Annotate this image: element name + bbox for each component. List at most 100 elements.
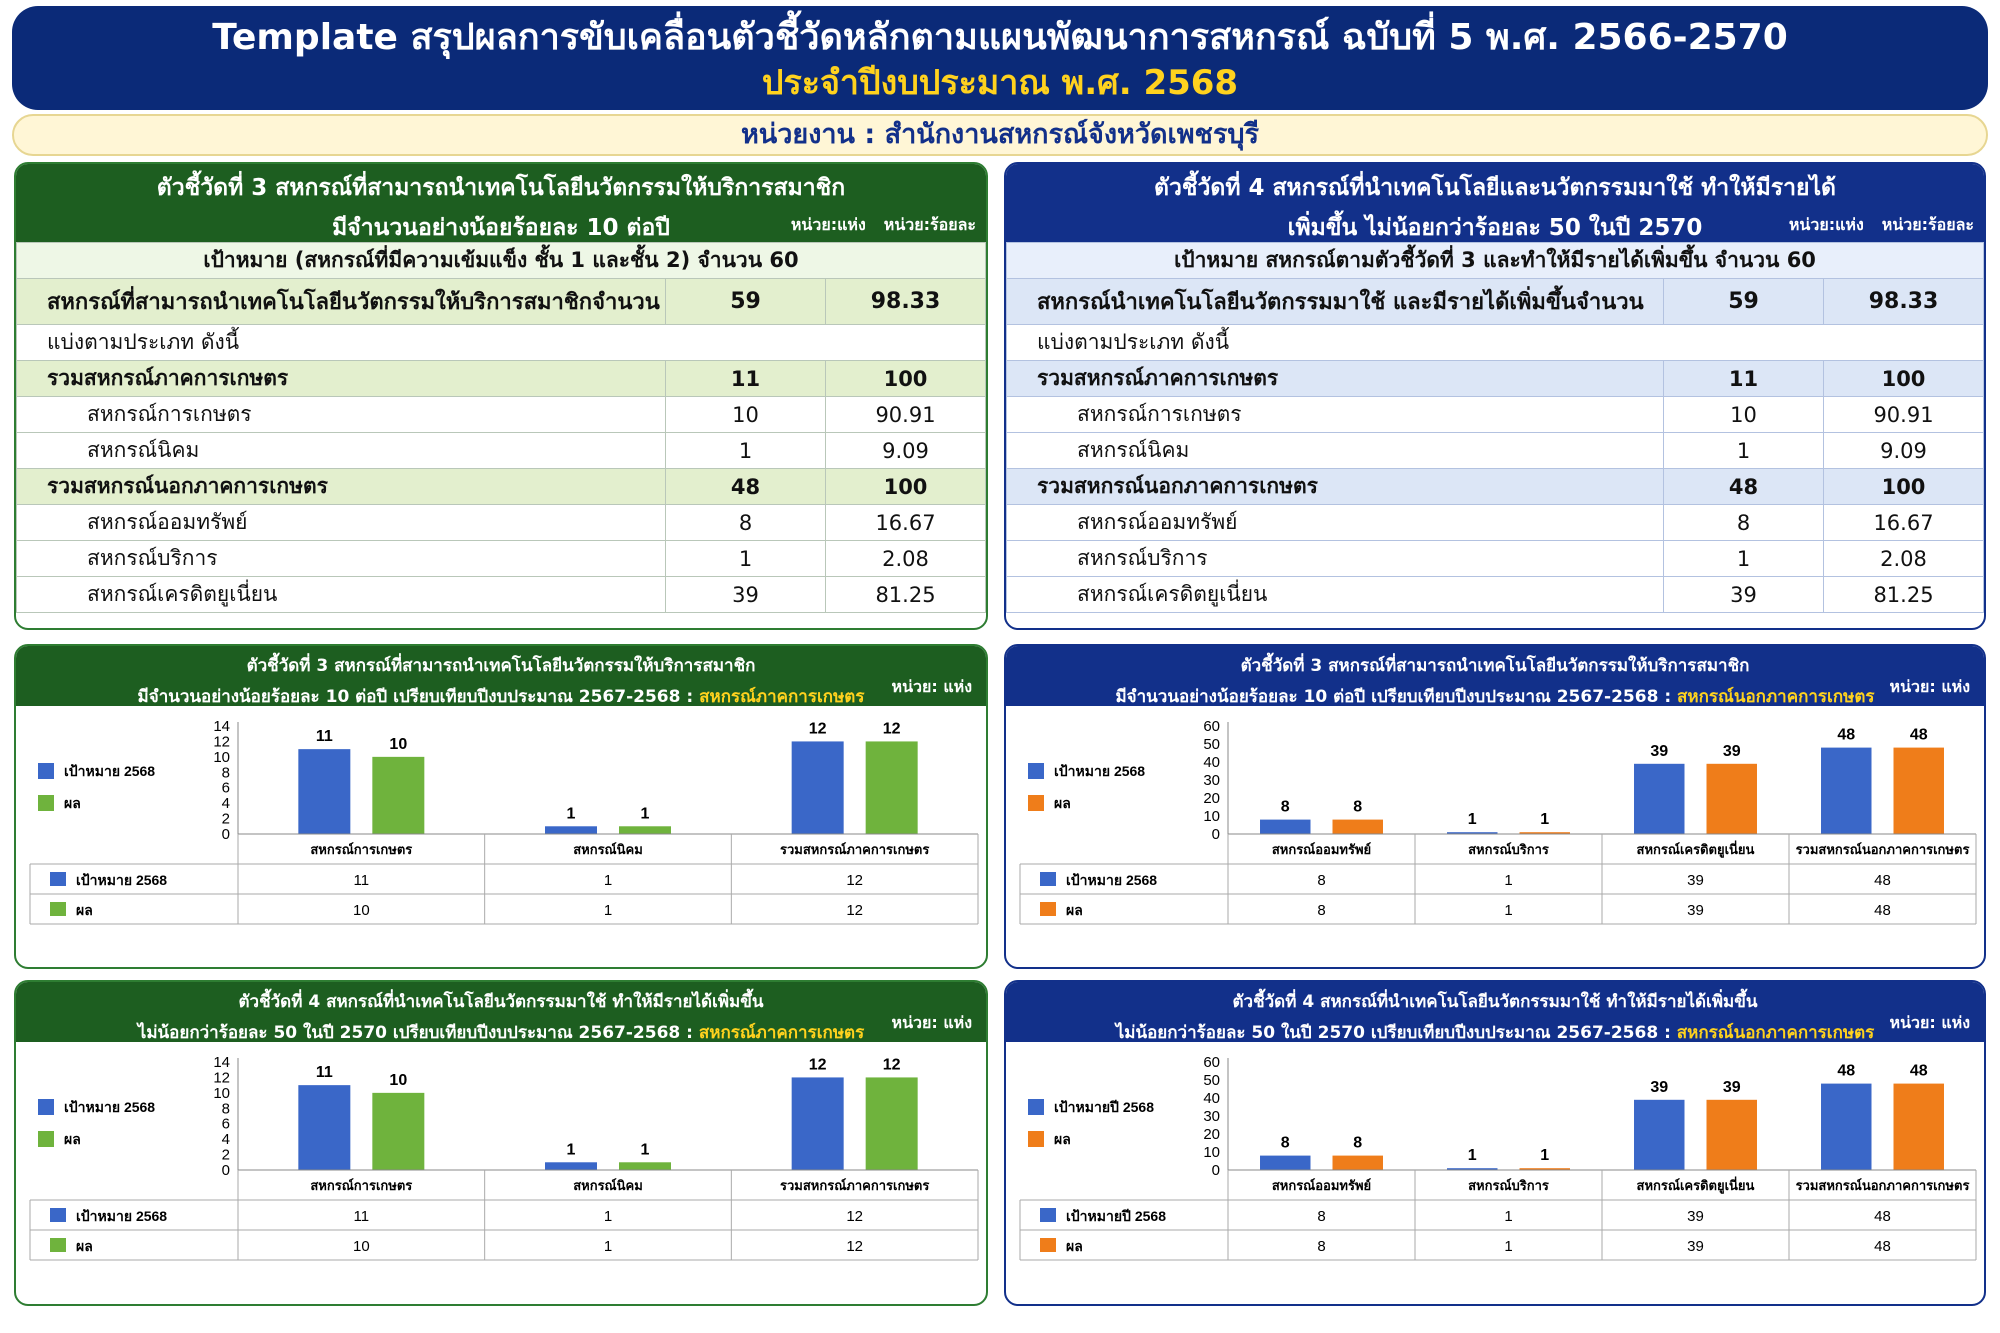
row-label: สหกรณ์นิคม: [1006, 432, 1664, 469]
legend-swatch: [50, 872, 66, 886]
bar: [791, 1077, 844, 1170]
kpi3-title-line1: ตัวชี้วัดที่ 3 สหกรณ์ที่สามารถนำเทคโนโลย…: [156, 175, 846, 201]
legend-swatch: [1028, 795, 1044, 811]
kpi3-unit-percent: หน่วย:ร้อยละ: [883, 215, 976, 234]
y-tick-label: 8: [222, 764, 230, 781]
kpi3-title-line2: มีจำนวนอย่างน้อยร้อยละ 10 ต่อปี: [332, 215, 670, 241]
chart-title-line2: มีจำนวนอย่างน้อยร้อยละ 10 ต่อปี เปรียบเท…: [1115, 687, 1678, 707]
x-tick-label: สหกรณ์บริการ: [1468, 842, 1549, 857]
row-label: สหกรณ์ออมทรัพย์: [16, 504, 666, 541]
row-label: รวมสหกรณ์นอกภาคการเกษตร: [1006, 468, 1664, 505]
chart-title-line1: ตัวชี้วัดที่ 3 สหกรณ์ที่สามารถนำเทคโนโลย…: [246, 656, 756, 676]
table-series-label: ผล: [76, 1238, 93, 1254]
kpi4-title-line2: เพิ่มขึ้น ไม่น้อยกว่าร้อยละ 50 ในปี 2570: [1287, 215, 1703, 241]
kpi4-main-percent: 98.33: [1823, 278, 1984, 325]
bar: [1260, 1155, 1311, 1170]
legend-swatch: [1040, 1238, 1056, 1252]
chart-title-line1: ตัวชี้วัดที่ 4 สหกรณ์ที่นำเทคโนโลยีนวัตก…: [1232, 992, 1758, 1012]
data-label: 11: [316, 728, 333, 745]
x-tick-label: สหกรณ์ออมทรัพย์: [1272, 842, 1371, 857]
bar: [1706, 1099, 1757, 1170]
data-label: 12: [883, 1056, 901, 1073]
chart-unit: หน่วย: แห่ง: [1889, 1013, 1970, 1032]
row-count: 10: [665, 396, 826, 433]
x-tick-label: สหกรณ์ออมทรัพย์: [1272, 1178, 1371, 1193]
y-tick-label: 0: [1212, 1162, 1220, 1179]
row-count: 1: [1663, 432, 1824, 469]
row-percent: 90.91: [1823, 396, 1984, 433]
row-count: 39: [1663, 576, 1824, 613]
table-series-label: เป้าหมายปี 2568: [1066, 1208, 1166, 1224]
data-label: 8: [1281, 1135, 1290, 1152]
data-label: 12: [809, 720, 827, 737]
y-tick-label: 60: [1203, 718, 1220, 735]
kpi4-table-panel: ตัวชี้วัดที่ 4 สหกรณ์ที่นำเทคโนโลยีและนว…: [1004, 162, 1986, 630]
chart-panel-kpi3-nonagri: ตัวชี้วัดที่ 3 สหกรณ์ที่สามารถนำเทคโนโลย…: [1004, 644, 1986, 969]
table-cell: 11: [354, 872, 370, 889]
table-series-label: ผล: [1066, 902, 1083, 918]
title-banner: Template สรุปผลการขับเคลื่อนตัวชี้วัดหลั…: [12, 6, 1988, 110]
legend-swatch: [1040, 902, 1056, 916]
chart-title-line2: ไม่น้อยกว่าร้อยละ 50 ในปี 2570 เปรียบเที…: [137, 1023, 699, 1043]
bar: [865, 741, 918, 834]
data-label: 12: [883, 720, 901, 737]
y-tick-label: 0: [1212, 826, 1220, 843]
row-label: สหกรณ์การเกษตร: [16, 396, 666, 433]
kpi4-table: เป้าหมาย สหกรณ์ตามตัวชี้วัดที่ 3 และทำให…: [1006, 242, 1984, 613]
y-tick-label: 10: [213, 1085, 230, 1102]
chart-unit: หน่วย: แห่ง: [1889, 677, 1970, 696]
legend-label: เป้าหมาย 2568: [64, 1099, 155, 1115]
chart-unit: หน่วย: แห่ง: [891, 1013, 972, 1032]
legend-swatch: [1028, 763, 1044, 779]
bar: [1332, 819, 1383, 834]
data-label: 48: [1837, 1063, 1855, 1080]
table-row: สหกรณ์นิคม 1 9.09: [16, 432, 986, 469]
bar: [1519, 832, 1570, 834]
y-tick-label: 2: [222, 811, 230, 828]
y-tick-label: 4: [222, 1131, 230, 1148]
row-count: 48: [1663, 468, 1824, 505]
row-label: สหกรณ์บริการ: [16, 540, 666, 577]
legend-swatch: [38, 795, 54, 811]
y-tick-label: 14: [213, 718, 230, 735]
table-cell: 39: [1687, 1238, 1704, 1255]
table-cell: 48: [1874, 902, 1891, 919]
x-tick-label: รวมสหกรณ์ภาคการเกษตร: [780, 1178, 929, 1193]
table-cell: 8: [1317, 902, 1325, 919]
table-series-label: เป้าหมาย 2568: [76, 872, 167, 888]
legend-label: เป้าหมายปี 2568: [1054, 1099, 1154, 1115]
row-percent: 16.67: [1823, 504, 1984, 541]
row-label: สหกรณ์ออมทรัพย์: [1006, 504, 1664, 541]
kpi3-main-count: 59: [665, 278, 826, 325]
row-label: สหกรณ์บริการ: [1006, 540, 1664, 577]
legend-label: ผล: [64, 795, 81, 811]
row-label: รวมสหกรณ์นอกภาคการเกษตร: [16, 468, 666, 505]
bar: [619, 1162, 671, 1170]
y-tick-label: 0: [222, 826, 230, 843]
bar: [1893, 747, 1944, 834]
bar: [545, 826, 597, 834]
table-cell: 8: [1317, 872, 1325, 889]
data-label: 48: [1910, 1063, 1928, 1080]
row-percent: 100: [825, 360, 986, 397]
table-cell: 1: [604, 1208, 612, 1225]
chart-title-line2: ไม่น้อยกว่าร้อยละ 50 ในปี 2570 เปรียบเที…: [1115, 1023, 1677, 1043]
legend-swatch: [1040, 872, 1056, 886]
kpi4-table-header: ตัวชี้วัดที่ 4 สหกรณ์ที่นำเทคโนโลยีและนว…: [1006, 164, 1984, 242]
kpi3-breakdown-label: แบ่งตามประเภท ดังนี้: [16, 324, 986, 361]
y-tick-label: 8: [222, 1100, 230, 1117]
table-cell: 1: [1504, 1238, 1512, 1255]
y-tick-label: 50: [1203, 1072, 1220, 1089]
bar: [791, 741, 844, 834]
bar: [1447, 832, 1498, 834]
table-cell: 8: [1317, 1208, 1325, 1225]
table-cell: 39: [1687, 1208, 1704, 1225]
legend-swatch: [1028, 1099, 1044, 1115]
table-cell: 1: [1504, 902, 1512, 919]
data-label: 1: [1468, 1147, 1477, 1164]
bar: [1634, 763, 1685, 834]
table-row: สหกรณ์บริการ 1 2.08: [16, 540, 986, 577]
row-percent: 9.09: [1823, 432, 1984, 469]
data-label: 8: [1281, 799, 1290, 816]
